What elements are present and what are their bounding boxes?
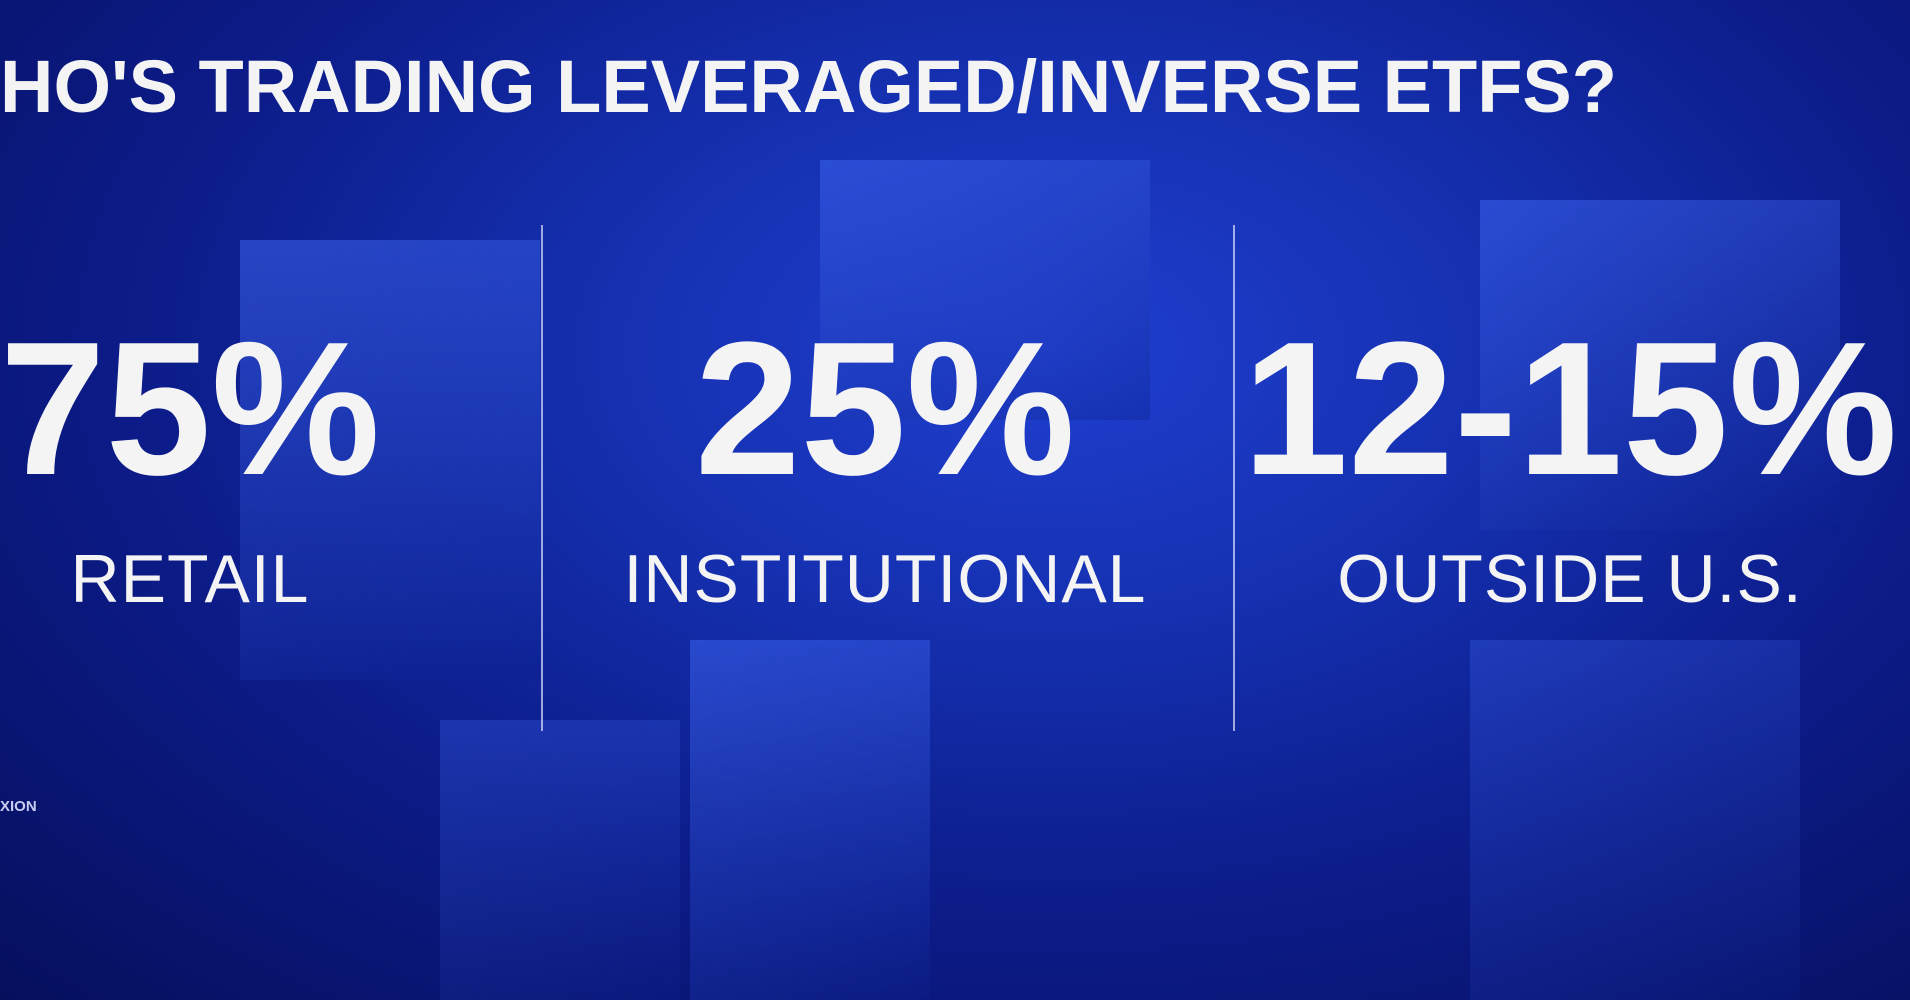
background-cube — [440, 720, 680, 1000]
stat-value-institutional: 25% — [694, 303, 1076, 515]
background-cube — [690, 640, 930, 1000]
background-cube — [240, 240, 540, 680]
stat-label-outside-us: OUTSIDE U.S. — [1337, 541, 1803, 617]
divider — [1233, 225, 1235, 731]
stat-label-retail: RETAIL — [70, 541, 310, 617]
background-cube — [1480, 200, 1840, 530]
divider — [541, 225, 543, 731]
page-title: HO'S TRADING LEVERAGED/INVERSE ETFS? — [0, 45, 1617, 128]
source-credit: XION — [0, 798, 37, 815]
stat-label-institutional: INSTITUTIONAL — [623, 541, 1147, 617]
stat-value-retail: 75% — [0, 303, 381, 515]
background-cube — [820, 160, 1150, 420]
stat-value-outside-us: 12-15% — [1242, 303, 1898, 515]
background-cube — [1470, 640, 1800, 1000]
